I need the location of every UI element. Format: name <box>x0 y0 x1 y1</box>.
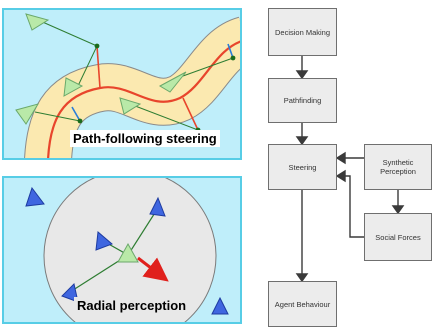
neighbor-triangle <box>211 296 229 315</box>
synthetic-perception-box: Synthetic Perception <box>364 144 432 190</box>
decision-making-box: Decision Making <box>268 8 337 56</box>
agent-triangle <box>158 71 187 93</box>
agent-triangle <box>119 97 142 115</box>
agent-triangle <box>15 103 40 125</box>
agent-behaviour-box: Agent Behaviour <box>268 281 337 327</box>
steering-arrow <box>137 256 169 282</box>
radial-perception-caption: Radial perception <box>74 297 190 314</box>
path-line <box>47 40 240 158</box>
radial-perception-panel <box>2 176 242 324</box>
neighbor-triangle <box>25 186 45 207</box>
agent-triangle <box>25 13 50 31</box>
social-forces-box: Social Forces <box>364 213 432 261</box>
agent-triangle <box>63 77 84 97</box>
flow-connectors <box>295 56 405 283</box>
agent-triangle <box>117 242 139 263</box>
steering-box: Steering <box>268 144 337 190</box>
pathfinding-box: Pathfinding <box>268 78 337 123</box>
path-following-caption: Path-following steering <box>70 130 220 147</box>
neighbor-triangle <box>149 196 166 217</box>
neighbor-triangle <box>95 231 113 251</box>
